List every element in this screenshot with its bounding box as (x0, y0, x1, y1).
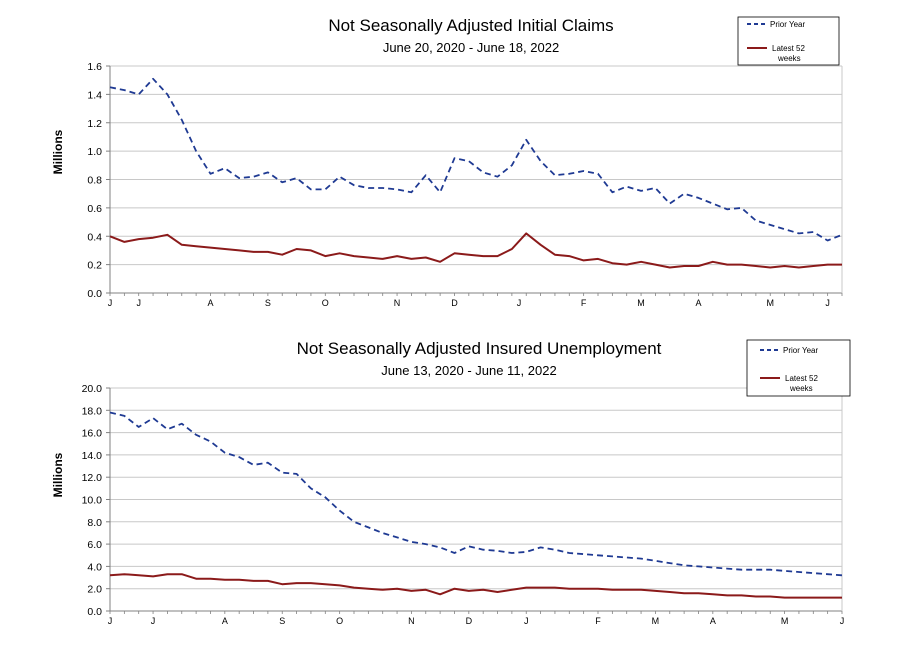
y-tick-label: 0.4 (87, 231, 102, 243)
legend-latest-label-line2: weeks (789, 384, 813, 393)
legend-prior-year-label: Prior Year (783, 346, 818, 355)
x-tick-label: F (581, 298, 587, 308)
legend: Prior Year Latest 52 weeks (746, 339, 851, 397)
y-axis-label: Millions (51, 129, 65, 174)
x-tick-label: S (265, 298, 271, 308)
x-tick-label: M (781, 616, 789, 626)
y-tick-label: 0.0 (87, 288, 102, 300)
series-latest-52-weeks-line (109, 573, 842, 599)
legend-prior-year-label: Prior Year (770, 20, 805, 29)
y-tick-label: 2.0 (87, 584, 102, 596)
y-tick-label: 0.8 (87, 175, 102, 187)
x-tick-label: J (108, 616, 113, 626)
x-tick-label: J (108, 298, 113, 308)
x-tick-label: M (652, 616, 660, 626)
y-axis-label: Millions (51, 452, 65, 497)
y-tick-label: 10.0 (82, 495, 103, 507)
x-tick-label: J (517, 298, 522, 308)
insured-unemployment-chart: Not Seasonally Adjusted Insured Unemploy… (51, 339, 851, 626)
series-group (109, 77, 843, 269)
x-tick-label: J (825, 298, 830, 308)
x-tick-label: J (840, 616, 845, 626)
x-tick-label: A (222, 616, 228, 626)
y-tick-label: 0.2 (87, 260, 102, 272)
x-tick-label: O (322, 298, 329, 308)
chart-title: Not Seasonally Adjusted Insured Unemploy… (297, 339, 662, 358)
x-tick-label: J (524, 616, 529, 626)
y-tick-label: 1.0 (87, 146, 102, 158)
x-tick-label: N (408, 616, 415, 626)
x-tick-label: J (151, 616, 156, 626)
legend-latest-label-line2: weeks (777, 54, 801, 63)
x-tick-label: M (637, 298, 645, 308)
y-tick-label: 1.4 (87, 89, 102, 101)
y-tick-label: 1.2 (87, 118, 102, 130)
y-tick-label: 6.0 (87, 539, 102, 551)
x-tick-label: J (136, 298, 141, 308)
x-tick-label: A (710, 616, 716, 626)
chart-subtitle: June 20, 2020 - June 18, 2022 (383, 40, 559, 55)
x-tick-label: A (207, 298, 213, 308)
y-axis-ticks: 0.0 2.0 4.0 6.0 8.0 10.0 12.0 14.0 16.0 18.0 20.0 (82, 383, 103, 618)
x-tick-label: M (766, 298, 774, 308)
series-prior-year-line (109, 77, 843, 242)
gridlines (106, 65, 843, 294)
y-tick-label: 12.0 (82, 472, 103, 484)
x-tick-label: D (451, 298, 458, 308)
chart-title: Not Seasonally Adjusted Initial Claims (328, 16, 613, 35)
chart-subtitle: June 13, 2020 - June 11, 2022 (381, 363, 556, 378)
y-tick-label: 0.6 (87, 203, 102, 215)
x-tick-label: N (394, 298, 401, 308)
y-tick-label: 8.0 (87, 517, 102, 529)
y-tick-label: 1.6 (87, 61, 102, 73)
y-tick-label: 20.0 (82, 383, 103, 395)
legend-latest-label-line1: Latest 52 (785, 374, 818, 383)
y-tick-label: 4.0 (87, 561, 102, 573)
legend-box (746, 339, 851, 397)
legend: Prior Year Latest 52 weeks (737, 16, 840, 66)
y-tick-label: 14.0 (82, 450, 103, 462)
y-tick-label: 18.0 (82, 405, 103, 417)
y-tick-label: 0.0 (87, 606, 102, 618)
initial-claims-chart: Not Seasonally Adjusted Initial Claims J… (51, 16, 843, 308)
series-latest-52-weeks-line (109, 232, 842, 269)
y-axis-ticks: 0.0 0.2 0.4 0.6 0.8 1.0 1.2 1.4 1.6 (87, 61, 102, 300)
x-tick-label: A (695, 298, 701, 308)
series-group (109, 411, 843, 599)
x-tick-label: S (279, 616, 285, 626)
x-tick-label: F (595, 616, 601, 626)
gridlines (106, 387, 843, 612)
x-tick-label: D (466, 616, 473, 626)
series-prior-year-line (109, 411, 843, 577)
y-tick-label: 16.0 (82, 428, 103, 440)
legend-latest-label-line1: Latest 52 (772, 44, 805, 53)
x-tick-label: O (336, 616, 343, 626)
